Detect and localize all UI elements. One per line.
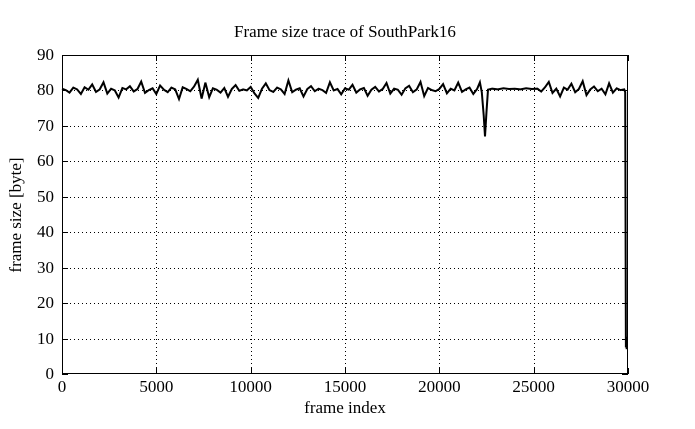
y-tick-label: 70	[37, 115, 54, 135]
x-tick-label: 10000	[229, 377, 272, 396]
y-axis-label: frame size [byte]	[6, 157, 25, 273]
x-tick-label: 0	[57, 377, 67, 396]
y-tick-label: 0	[45, 364, 55, 383]
x-axis-label: frame index	[304, 398, 386, 417]
trace-line	[61, 76, 628, 350]
x-tick-label: 20000	[418, 377, 461, 396]
plot-border	[62, 55, 628, 374]
chart-title: Frame size trace of SouthPark16	[234, 22, 456, 41]
x-tick-label: 15000	[323, 377, 367, 396]
y-tick-label: 90	[37, 45, 54, 64]
y-tick-label: 40	[37, 222, 54, 242]
y-tick-label: 10	[37, 328, 54, 348]
y-tick-label: 60	[37, 151, 54, 171]
plot-area	[61, 55, 629, 375]
y-tick-label: 50	[37, 186, 54, 206]
x-tick-label: 30000	[606, 377, 650, 396]
x-tick-label: 5000	[139, 377, 174, 396]
y-tick-label: 20	[37, 293, 54, 313]
x-tick-label: 25000	[512, 377, 555, 396]
y-tick-label: 30	[37, 257, 54, 277]
y-tick-label: 80	[37, 80, 54, 100]
